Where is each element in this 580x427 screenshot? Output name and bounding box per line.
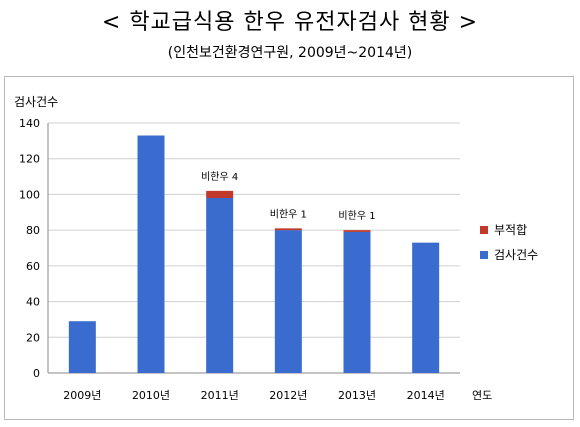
x-tick-label: 2011년 — [201, 389, 239, 402]
data-annotation: 비한우 1 — [270, 208, 307, 220]
x-tick-label: 2014년 — [407, 389, 445, 402]
bar-total — [343, 231, 371, 373]
data-annotation: 비한우 4 — [201, 171, 238, 183]
legend-label: 부적합 — [494, 223, 527, 237]
bar-fail — [274, 228, 302, 231]
bar-total — [412, 242, 440, 373]
legend-label: 검사건수 — [494, 248, 538, 262]
x-tick-label: 2009년 — [63, 389, 101, 402]
legend-swatch — [480, 251, 488, 259]
y-axis-label: 검사건수 — [14, 95, 58, 109]
x-tick-label: 2012년 — [269, 389, 307, 402]
data-annotation: 비한우 1 — [338, 210, 375, 222]
y-tick-label: 140 — [19, 117, 40, 130]
y-tick-label: 80 — [26, 224, 40, 237]
bar-total — [137, 135, 165, 373]
y-tick-label: 20 — [26, 331, 40, 344]
bar-total — [68, 321, 96, 373]
chart-frame — [4, 76, 574, 420]
bar-fail — [206, 190, 234, 198]
x-axis-label: 연도 — [472, 389, 492, 402]
chart-subtitle: (인천보건환경연구원, 2009년~2014년) — [167, 45, 413, 61]
bar-total — [274, 230, 302, 373]
x-tick-label: 2010년 — [132, 389, 170, 402]
y-tick-label: 120 — [19, 153, 40, 166]
y-tick-label: 40 — [26, 296, 40, 309]
y-tick-label: 60 — [26, 260, 40, 273]
chart-title: < 학교급식용 한우 유전자검사 현황 > — [101, 10, 479, 35]
y-tick-label: 100 — [19, 188, 40, 201]
bar-total — [206, 198, 234, 373]
y-tick-label: 0 — [33, 367, 40, 380]
bar-fail — [343, 230, 371, 232]
legend-swatch — [480, 226, 488, 234]
x-tick-label: 2013년 — [338, 389, 376, 402]
